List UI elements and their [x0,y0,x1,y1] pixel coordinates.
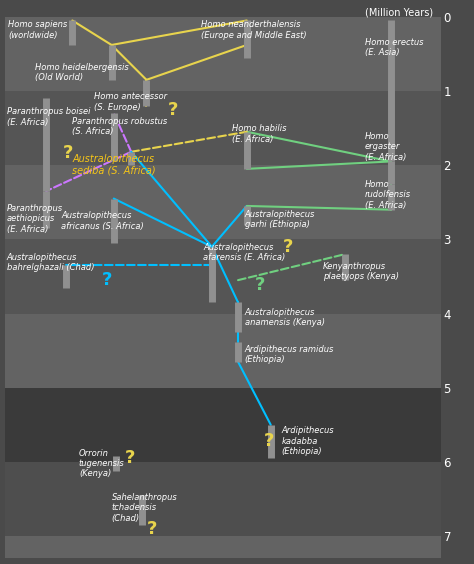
Text: Australopithecus
afarensis (E. Africa): Australopithecus afarensis (E. Africa) [203,243,285,262]
Text: Paranthropus
aethiopicus
(E. Africa): Paranthropus aethiopicus (E. Africa) [7,204,63,233]
Bar [5,462,441,536]
Text: Australopithecus
anamensis (Kenya): Australopithecus anamensis (Kenya) [245,307,325,327]
Text: Orrorin
tugenensis
(Kenya): Orrorin tugenensis (Kenya) [79,448,125,478]
Text: Paranthropus robustus
(S. Africa): Paranthropus robustus (S. Africa) [73,117,168,136]
Bar [5,91,441,165]
Text: ?: ? [102,271,112,289]
Text: Homo sapiens
(worldwide): Homo sapiens (worldwide) [8,20,67,40]
Text: ?: ? [63,144,73,162]
Bar [5,314,441,387]
Text: Australopithecus
africanus (S. Africa): Australopithecus africanus (S. Africa) [62,211,144,231]
Text: ?: ? [167,100,178,118]
Text: Homo heidelbergensis
(Old World): Homo heidelbergensis (Old World) [35,63,129,82]
Text: Paranthropus boisei
(E. Africa): Paranthropus boisei (E. Africa) [7,107,91,127]
Text: Sahelanthropus
tchadensis
(Chad): Sahelanthropus tchadensis (Chad) [111,493,177,523]
Text: ?: ? [255,276,265,294]
Text: ?: ? [283,238,293,255]
Text: Homo antecessor
(S. Europe): Homo antecessor (S. Europe) [94,92,167,112]
Text: Australopithecus
garhi (Ethiopia): Australopithecus garhi (Ethiopia) [245,210,315,229]
Text: Ardipithecus
kadabba
(Ethiopia): Ardipithecus kadabba (Ethiopia) [282,426,334,456]
Text: Australopithecus
bahrelghazali (Chad): Australopithecus bahrelghazali (Chad) [7,253,94,272]
Bar [5,165,441,239]
Text: Ardipithecus ramidus
(Ethiopia): Ardipithecus ramidus (Ethiopia) [245,345,334,364]
Text: ?: ? [147,519,157,537]
Text: Homo
ergaster
(E. Africa): Homo ergaster (E. Africa) [365,132,406,161]
Text: (Million Years): (Million Years) [365,7,433,17]
Text: ?: ? [264,432,274,450]
Text: Homo erectus
(E. Asia): Homo erectus (E. Asia) [365,38,423,57]
Text: Homo habilis
(E. Africa): Homo habilis (E. Africa) [231,124,286,144]
Text: Australopithecus
sediba (S. Africa): Australopithecus sediba (S. Africa) [73,154,156,175]
Text: Homo
rudolfensis
(E. Africa): Homo rudolfensis (E. Africa) [365,180,410,210]
Text: ?: ? [125,449,136,467]
Text: Kenyanthropus
plaetyops (Kenya): Kenyanthropus plaetyops (Kenya) [323,262,399,281]
Bar [5,239,441,314]
Bar [5,387,441,462]
Text: Homo neanderthalensis
(Europe and Middle East): Homo neanderthalensis (Europe and Middle… [201,20,307,40]
Bar [5,536,441,564]
Bar [5,17,441,91]
